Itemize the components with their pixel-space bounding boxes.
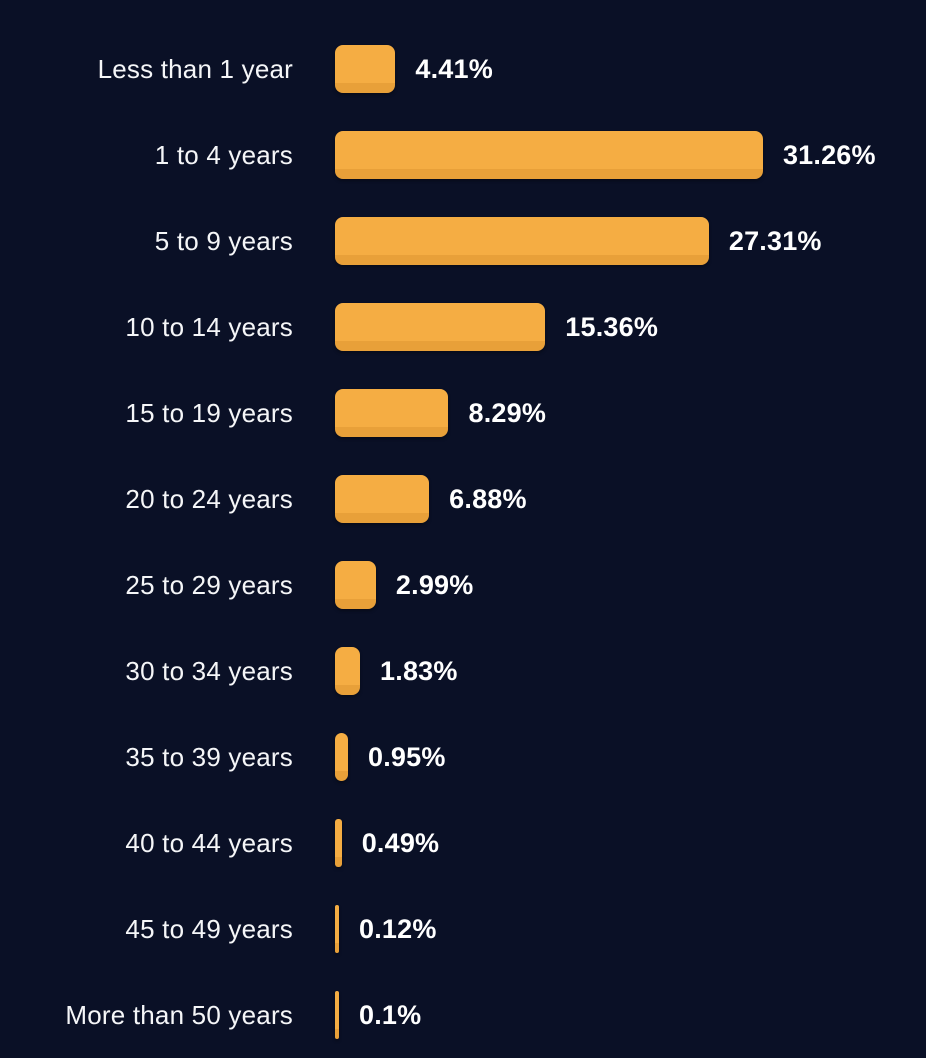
bar-row: 45 to 49 years 0.12% <box>0 886 926 972</box>
value-label: 15.36% <box>565 311 659 342</box>
bar-row: 20 to 24 years 6.88% <box>0 456 926 542</box>
bar <box>335 45 396 93</box>
category-label: More than 50 years <box>65 999 293 1030</box>
bar-area: 2.99% <box>335 561 926 609</box>
value-label: 0.95% <box>368 741 446 772</box>
bar-area: 15.36% <box>335 303 926 351</box>
bar-area: 0.12% <box>335 905 926 953</box>
value-label: 4.41% <box>415 53 493 84</box>
category-label: 10 to 14 years <box>125 311 293 342</box>
bar-area: 4.41% <box>335 45 926 93</box>
bar <box>335 733 348 781</box>
bar-row: 1 to 4 years 31.26% <box>0 112 926 198</box>
category-label: 5 to 9 years <box>154 225 293 256</box>
category-label: 35 to 39 years <box>125 741 293 772</box>
bar-area: 1.83% <box>335 647 926 695</box>
category-label: 15 to 19 years <box>125 397 293 428</box>
value-label: 0.49% <box>361 827 440 858</box>
value-label: 0.12% <box>359 913 437 944</box>
value-label: 27.31% <box>728 225 822 256</box>
category-label: 30 to 34 years <box>125 655 293 686</box>
bar <box>335 303 546 351</box>
bar <box>335 475 430 523</box>
bar-area: 0.49% <box>335 819 926 867</box>
value-label: 0.1% <box>359 999 422 1030</box>
value-label: 31.26% <box>782 139 876 170</box>
bar <box>335 389 449 437</box>
category-label: 1 to 4 years <box>154 139 293 170</box>
bar-row: 5 to 9 years 27.31% <box>0 198 926 284</box>
bar-row: 30 to 34 years 1.83% <box>0 628 926 714</box>
bar-area: 31.26% <box>335 131 926 179</box>
value-label: 6.88% <box>449 483 527 514</box>
value-label: 1.83% <box>380 655 458 686</box>
bar-area: 8.29% <box>335 389 926 437</box>
category-label: 20 to 24 years <box>125 483 293 514</box>
category-label: Less than 1 year <box>97 53 293 84</box>
category-label: 25 to 29 years <box>125 569 293 600</box>
category-label: 45 to 49 years <box>125 913 293 944</box>
category-label: 40 to 44 years <box>125 827 293 858</box>
bar <box>335 991 339 1039</box>
bar <box>335 819 342 867</box>
value-label: 2.99% <box>395 569 474 600</box>
bar <box>335 905 339 953</box>
bar <box>335 561 376 609</box>
bar <box>335 647 361 695</box>
bar-row: 25 to 29 years 2.99% <box>0 542 926 628</box>
bar-row: 35 to 39 years 0.95% <box>0 714 926 800</box>
bar-area: 27.31% <box>335 217 926 265</box>
bar <box>335 217 709 265</box>
bar-area: 6.88% <box>335 475 926 523</box>
bar-area: 0.1% <box>335 991 926 1039</box>
bar-row: More than 50 years 0.1% <box>0 972 926 1058</box>
bar-row: 40 to 44 years 0.49% <box>0 800 926 886</box>
bar-row: 15 to 19 years 8.29% <box>0 370 926 456</box>
bar-area: 0.95% <box>335 733 926 781</box>
value-label: 8.29% <box>468 397 547 428</box>
bar-row: 10 to 14 years 15.36% <box>0 284 926 370</box>
bar-row: Less than 1 year 4.41% <box>0 26 926 112</box>
bar <box>335 131 763 179</box>
